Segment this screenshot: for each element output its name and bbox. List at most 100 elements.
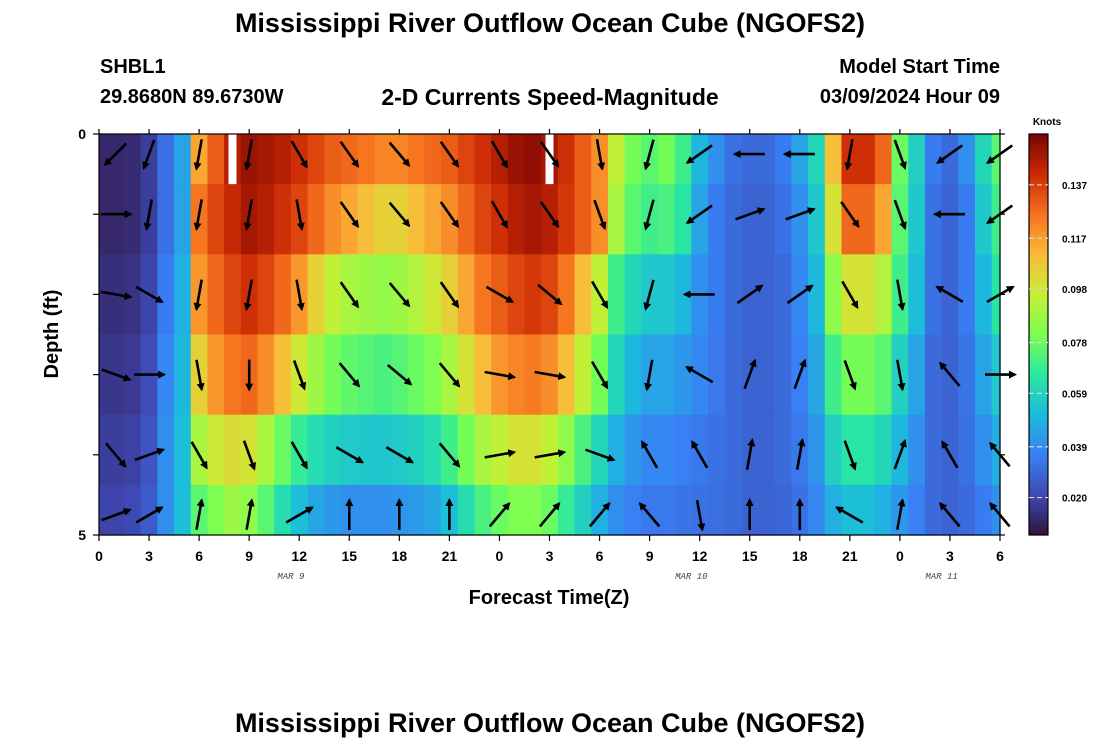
current-vector-arrow xyxy=(285,506,314,524)
current-vector-arrow xyxy=(339,201,360,229)
heatmap-cell xyxy=(157,484,175,536)
heatmap-cell xyxy=(107,484,125,536)
heatmap-cell xyxy=(207,254,225,336)
heatmap xyxy=(99,134,1001,536)
x-tick-label: 15 xyxy=(341,548,357,564)
current-vector-arrow xyxy=(243,139,254,171)
heatmap-cell xyxy=(157,254,175,336)
heatmap-cell xyxy=(874,134,893,185)
current-vector-arrow xyxy=(939,361,961,387)
heatmap-cell xyxy=(140,134,158,185)
heatmap-cell xyxy=(157,414,175,486)
current-vector-arrow xyxy=(335,446,365,464)
chart-title-repeat: Mississippi River Outflow Ocean Cube (NG… xyxy=(234,708,866,738)
heatmap-cell xyxy=(808,134,826,185)
station-id: SHBL1 xyxy=(100,56,166,78)
heatmap-cell xyxy=(107,134,125,185)
heatmap-cell xyxy=(657,334,676,416)
heatmap-cell xyxy=(958,414,976,486)
heatmap-cell xyxy=(491,414,509,486)
heatmap-cell xyxy=(674,334,692,416)
heatmap-cell xyxy=(908,254,926,336)
colorbar: 0.020 0.039 0.059 0.078 0.098 0.117 0.137 xyxy=(1028,133,1087,536)
heatmap-cell xyxy=(174,334,192,416)
current-vector-arrow xyxy=(795,438,806,470)
heatmap-cell xyxy=(858,334,876,416)
current-vector-arrow xyxy=(538,501,561,528)
heatmap-cell xyxy=(207,484,225,536)
x-tick-label: 21 xyxy=(842,548,858,564)
current-vector-arrow xyxy=(485,285,515,304)
heatmap-cell xyxy=(941,134,959,185)
heatmap-cell xyxy=(908,184,926,255)
heatmap-cell xyxy=(324,484,342,536)
current-vector-arrow xyxy=(695,499,706,532)
heatmap-cell xyxy=(824,414,843,486)
heatmap-cell xyxy=(274,484,292,536)
heatmap-cell xyxy=(99,184,108,255)
heatmap-cell xyxy=(974,414,993,486)
heatmap-cell xyxy=(991,184,1001,255)
heatmap-cell xyxy=(708,334,726,416)
current-vector-arrow xyxy=(295,279,305,312)
heatmap-cell xyxy=(257,334,275,416)
heatmap-cell xyxy=(574,254,592,336)
heatmap-cell xyxy=(507,414,526,486)
heatmap-cell xyxy=(541,484,559,536)
heatmap-cell xyxy=(140,414,158,486)
heatmap-cell xyxy=(240,414,259,486)
heatmap-cell xyxy=(357,134,375,185)
heatmap-cell xyxy=(607,184,626,255)
heatmap-cell xyxy=(107,414,125,486)
heatmap-cell xyxy=(257,414,275,486)
heatmap-cell xyxy=(574,134,592,185)
current-vector-arrow xyxy=(484,370,517,381)
heatmap-cell xyxy=(424,184,442,255)
x-tick-label: 18 xyxy=(792,548,808,564)
x-tick-label: 15 xyxy=(742,548,758,564)
heatmap-cell xyxy=(741,134,759,185)
current-vector-arrow xyxy=(135,506,164,524)
heatmap-cell xyxy=(607,334,626,416)
heatmap-cell xyxy=(607,134,626,185)
heatmap-cell xyxy=(791,184,809,255)
heatmap-cell xyxy=(307,484,325,536)
current-vector-arrow xyxy=(195,498,205,530)
missing-data-marker xyxy=(545,134,554,185)
heatmap-cell xyxy=(224,254,242,336)
heatmap-cell xyxy=(974,134,993,185)
heatmap-cell xyxy=(691,184,709,255)
heatmap-cell xyxy=(774,414,793,486)
heatmap-cell xyxy=(691,414,709,486)
current-vector-arrow xyxy=(638,501,661,528)
heatmap-cell xyxy=(974,484,993,536)
current-vector-arrow xyxy=(142,139,156,170)
heatmap-cell xyxy=(474,184,492,255)
heatmap-cell xyxy=(774,254,793,336)
heatmap-cell xyxy=(557,134,576,185)
heatmap-cell xyxy=(99,134,108,185)
heatmap-cell xyxy=(124,334,142,416)
heatmap-cell xyxy=(758,184,776,255)
heatmap-cell xyxy=(874,414,893,486)
current-vector-arrow xyxy=(835,506,864,524)
heatmap-cell xyxy=(808,334,826,416)
heatmap-cell xyxy=(157,184,175,255)
heatmap-cell xyxy=(624,254,642,336)
heatmap-cell xyxy=(457,484,476,536)
heatmap-cell xyxy=(858,134,876,185)
colorbar-tick-label: 0.059 xyxy=(1062,389,1087,400)
heatmap-cell xyxy=(307,254,325,336)
heatmap-cell xyxy=(741,184,759,255)
current-vector-arrow xyxy=(685,144,713,164)
heatmap-cell xyxy=(958,184,976,255)
heatmap-cell xyxy=(140,484,158,536)
heatmap-cell xyxy=(724,414,742,486)
x-tick-label: 12 xyxy=(291,548,307,564)
heatmap-cell xyxy=(924,254,943,336)
current-vector-arrow xyxy=(339,281,360,309)
heatmap-cell xyxy=(674,414,692,486)
current-vector-arrow xyxy=(193,139,203,171)
heatmap-cell xyxy=(407,184,425,255)
heatmap-cell xyxy=(190,414,209,486)
